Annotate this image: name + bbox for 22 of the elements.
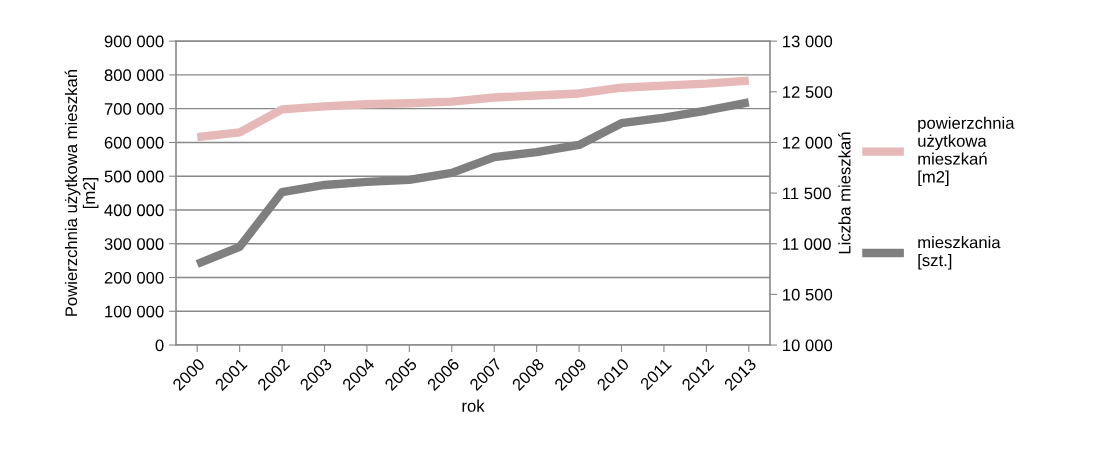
y-axis-title: Powierzchnia użytkowa mieszkań [m2]: [64, 69, 99, 316]
y-tick-label: 900 000: [104, 35, 164, 48]
y-tick-label: 500 000: [104, 170, 164, 183]
y2-tick-label: 11 000: [783, 238, 831, 250]
y2-tick-label: 12 000: [783, 136, 833, 149]
y-tick-label: 700 000: [104, 103, 164, 115]
y-tick-label: 400 000: [104, 204, 164, 217]
y2-tick-label: 11 500: [783, 187, 831, 200]
y2-axis-title: Liczba mieszkań: [838, 132, 851, 254]
y2-tick-label: 12 500: [783, 86, 833, 98]
legend-label: powierzchnia użytkowa mieszkań [m2]: [918, 116, 1015, 187]
y-tick-label: 300 000: [104, 238, 164, 250]
x-axis-title: rok: [462, 399, 485, 412]
y-tick-label: 800 000: [104, 69, 164, 82]
y-tick-label: 200 000: [104, 271, 164, 284]
legend-label: mieszkania [szt.]: [918, 236, 1001, 270]
y-tick-label: 0: [155, 339, 164, 352]
y2-tick-label: 10 500: [783, 288, 833, 301]
y2-tick-label: 10 000: [783, 339, 833, 352]
y-tick-label: 100 000: [105, 305, 164, 318]
y2-tick-label: 13 000: [783, 35, 833, 48]
y-tick-label: 600 000: [104, 136, 164, 149]
